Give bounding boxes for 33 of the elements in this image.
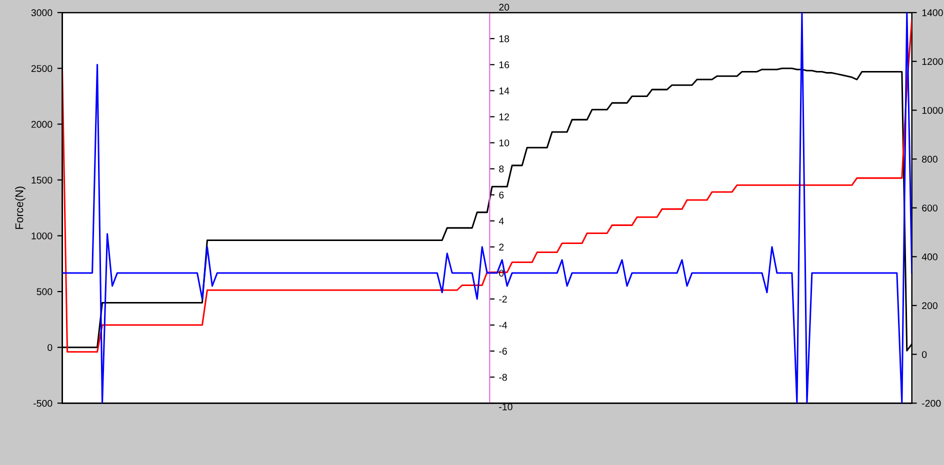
y3-tick-label: 14 — [499, 88, 510, 94]
y3-tick-label: 8 — [499, 166, 504, 172]
y3-tick-label: 16 — [499, 61, 510, 68]
y2-tick-label: 600 — [922, 204, 938, 212]
y2-tick-label: -200 — [922, 400, 941, 407]
y-tick-label: 1000 — [32, 232, 52, 240]
y3-tick-label: 10 — [499, 139, 510, 146]
y-tick-label: 2000 — [31, 120, 52, 128]
y-tick-label: 1500 — [32, 176, 52, 184]
y3-tick-label: 2 — [499, 244, 504, 250]
y-axis-title: Force(N) — [15, 186, 26, 229]
y2-tick-label: 800 — [922, 156, 938, 163]
y3-tick-label: 4 — [498, 218, 504, 224]
y2-tick-label: 400 — [922, 253, 938, 260]
y3-tick-label: 12 — [499, 113, 510, 120]
y2-tick-label: 1400 — [922, 9, 943, 16]
y-tick-label: 3000 — [31, 9, 52, 16]
y-tick-label: 500 — [36, 288, 52, 296]
y-tick-label: 2500 — [31, 65, 52, 72]
y-tick-label: -500 — [34, 400, 52, 407]
y2-tick-label: 200 — [922, 302, 938, 310]
y3-tick-label: 18 — [499, 35, 510, 42]
y3-tick-label: -10 — [499, 403, 512, 410]
y2-tick-label: 0 — [922, 351, 927, 358]
y3-tick-label: -8 — [499, 374, 507, 381]
y3-tick-label: -2 — [499, 296, 507, 303]
y-tick-label: 0 — [48, 344, 52, 351]
y3-tick-label: -4 — [499, 322, 508, 329]
y3-tick-label: -6 — [499, 348, 507, 355]
y2-tick-label: 1000 — [922, 106, 943, 114]
y3-tick-label: 20 — [499, 4, 510, 11]
y2-tick-label: 1200 — [922, 58, 943, 65]
y3-tick-label: 6 — [499, 192, 504, 198]
